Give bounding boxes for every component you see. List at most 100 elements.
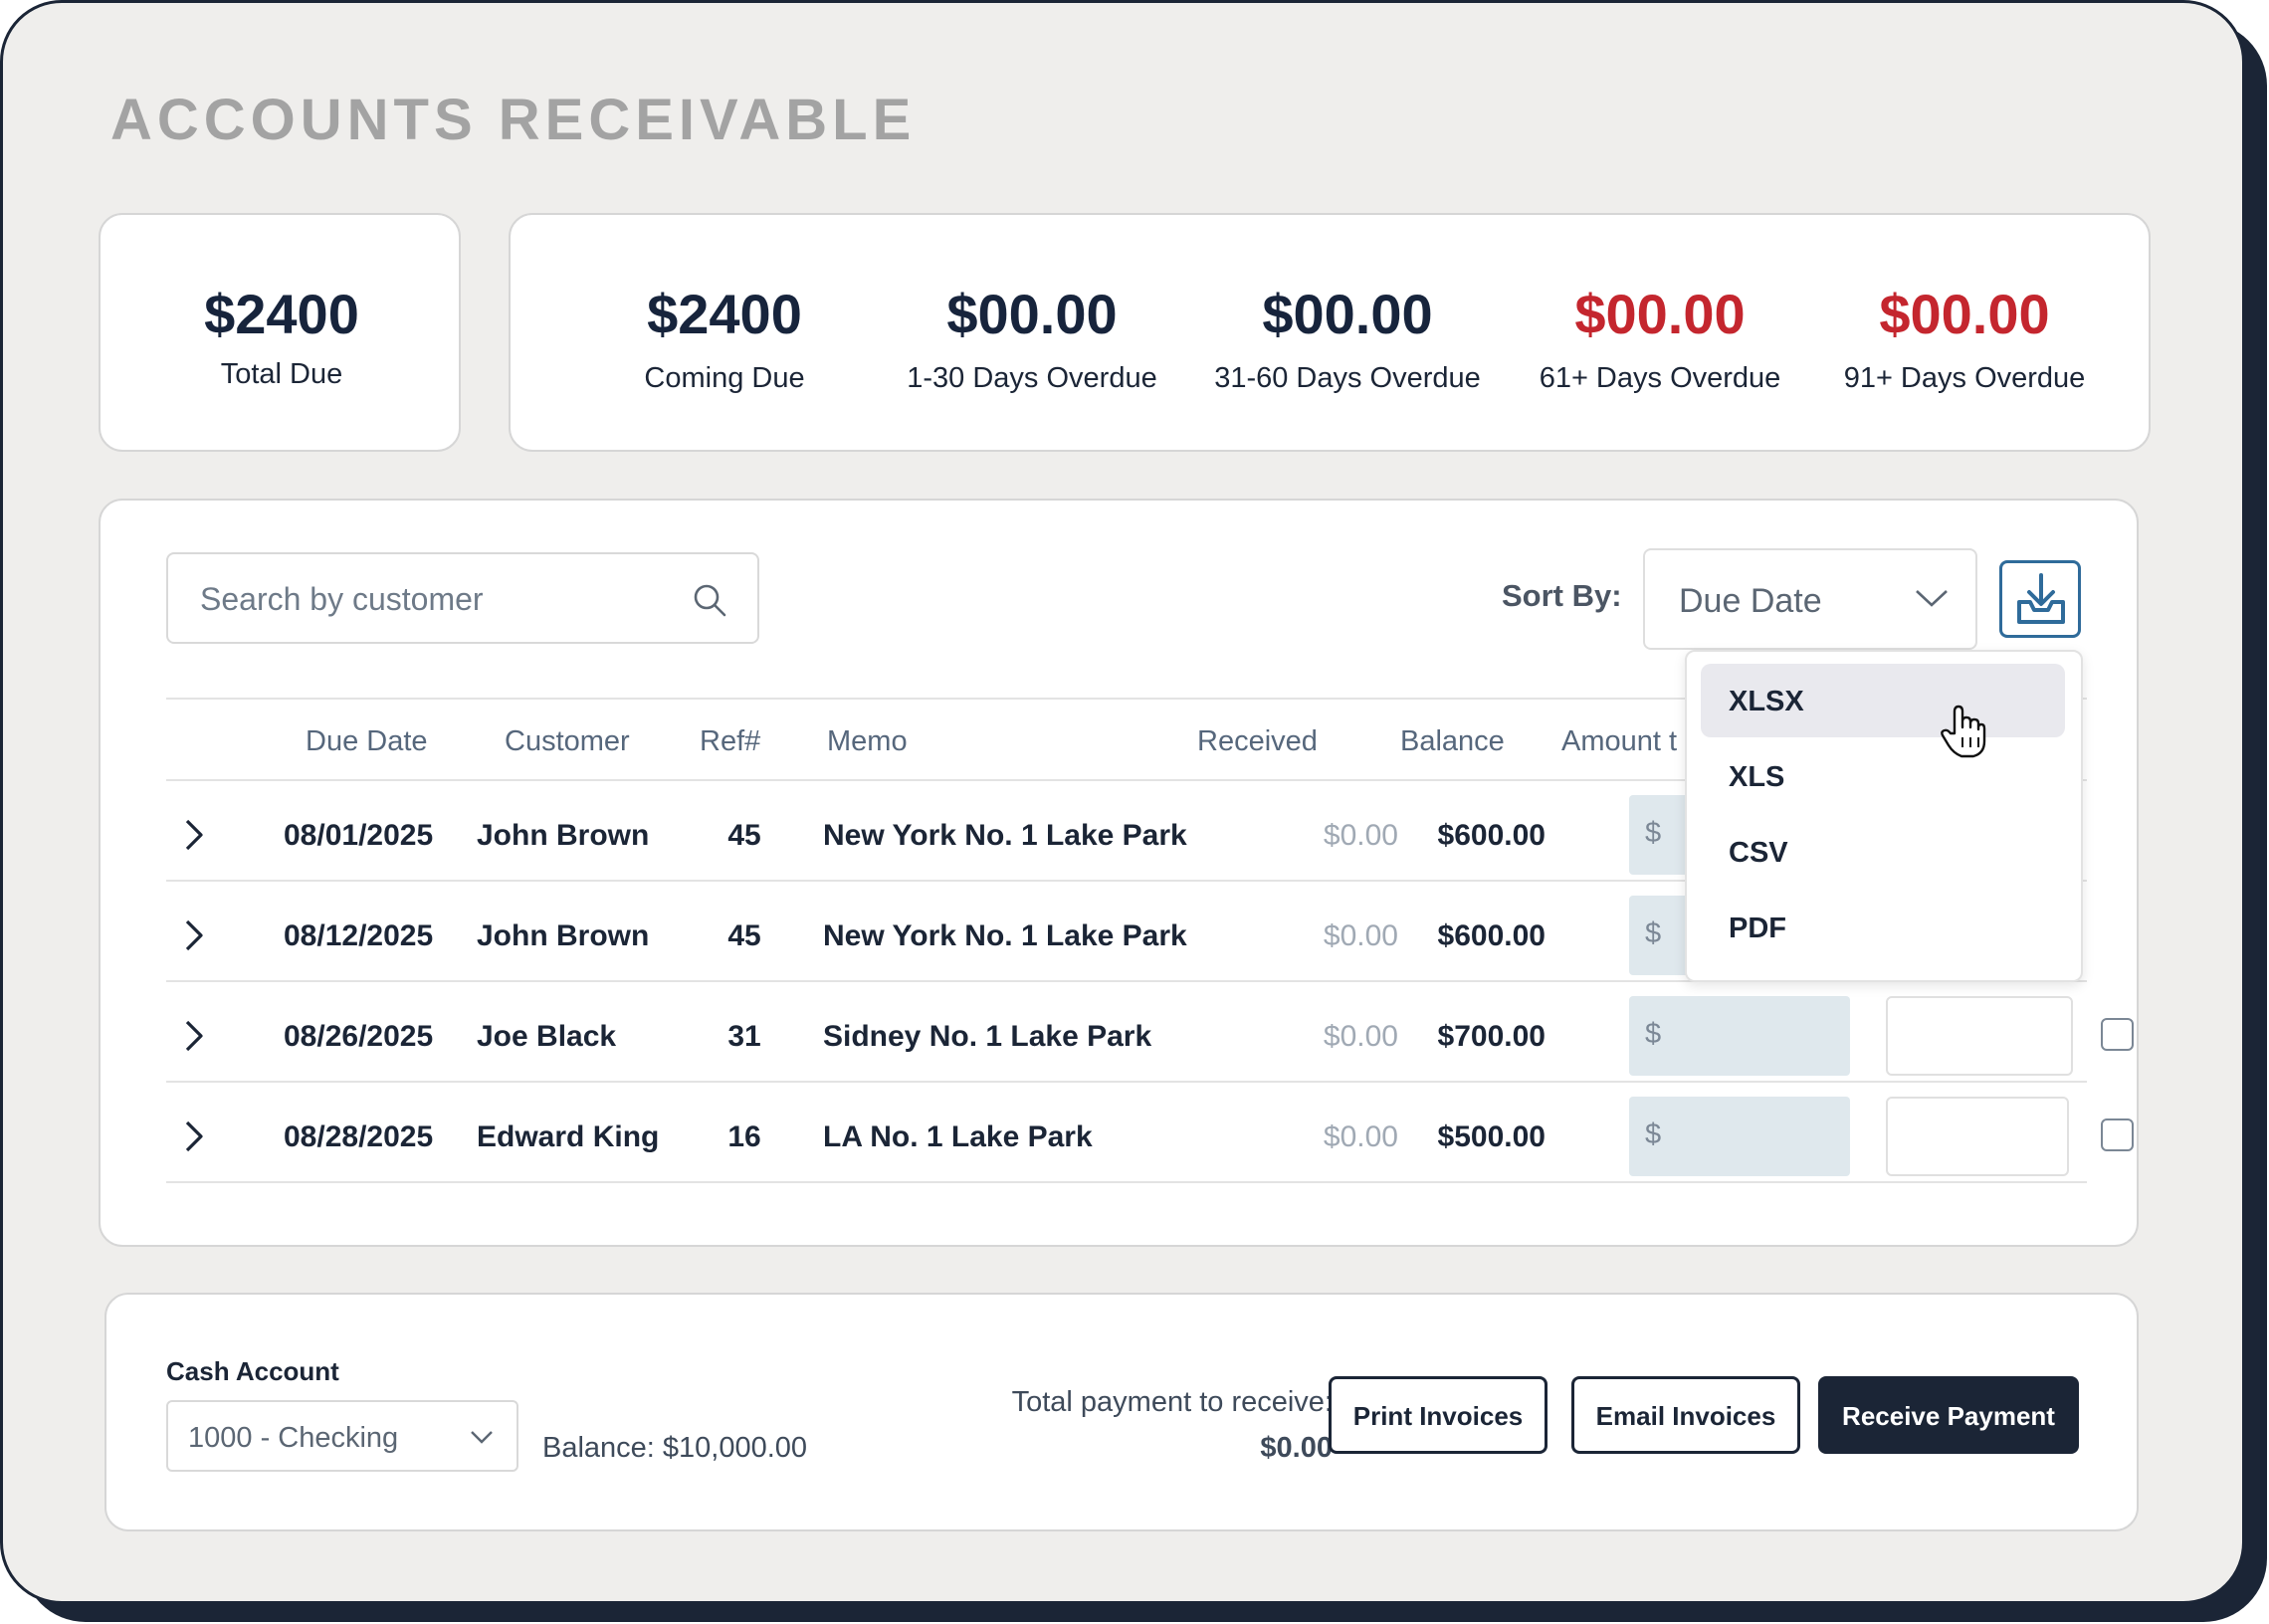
column-header-received[interactable]: Received	[1197, 725, 1318, 757]
column-header-customer[interactable]: Customer	[505, 725, 630, 757]
print-invoices-button[interactable]: Print Invoices	[1329, 1376, 1547, 1454]
menu-item-label: PDF	[1729, 913, 1786, 944]
ref-cell: 45	[727, 819, 761, 852]
chevron-down-icon	[471, 1431, 493, 1444]
menu-item-label: CSV	[1729, 837, 1788, 869]
cash-account-label: Cash Account	[166, 1356, 339, 1386]
total-due-value: $2400	[204, 283, 359, 345]
cash-account-select[interactable]: 1000 - Checking	[166, 1400, 518, 1472]
currency-symbol: $	[1645, 817, 1662, 849]
note-input[interactable]	[1886, 1097, 2069, 1176]
customer-cell: John Brown	[477, 819, 650, 852]
total-payment-value: $0.00	[1260, 1432, 1333, 1464]
menu-item-xls[interactable]: XLS	[1701, 739, 2065, 813]
received-cell: $0.00	[1323, 1120, 1398, 1153]
table-row: 08/26/2025 Joe Black 31 Sidney No. 1 Lak…	[166, 982, 2134, 1083]
total-due-label: Total Due	[220, 358, 343, 390]
customer-cell: Joe Black	[477, 1020, 617, 1053]
balance-cell: $500.00	[1437, 1120, 1546, 1153]
overdue-31-60-label: 31-60 Days Overdue	[1214, 362, 1481, 394]
overdue-31-60-value: $00.00	[1262, 283, 1433, 345]
received-cell: $0.00	[1323, 1020, 1398, 1053]
overdue-1-30-label: 1-30 Days Overdue	[907, 362, 1157, 394]
balance-cell: $600.00	[1437, 819, 1546, 852]
payment-footer-card: Cash Account 1000 - Checking Balance: $1…	[104, 1293, 2139, 1531]
note-input[interactable]	[1886, 996, 2073, 1076]
memo-cell: New York No. 1 Lake Park	[823, 919, 1187, 952]
overdue-31-60-stat: $00.00 31-60 Days Overdue	[1175, 287, 1520, 395]
search-icon[interactable]	[692, 582, 727, 618]
total-due-stat: $2400 Total Due	[101, 287, 463, 391]
cash-account-balance: Balance: $10,000.00	[542, 1432, 808, 1464]
customer-cell: John Brown	[477, 919, 650, 952]
due-date-cell: 08/12/2025	[284, 919, 434, 952]
received-cell: $0.00	[1323, 819, 1398, 852]
page-title: ACCOUNTS RECEIVABLE	[110, 88, 917, 152]
total-payment-label: Total payment to receive:	[1011, 1386, 1333, 1418]
chevron-right-icon[interactable]	[182, 1018, 206, 1054]
menu-item-pdf[interactable]: PDF	[1701, 891, 2065, 964]
menu-item-label: XLS	[1729, 761, 1785, 793]
row-checkbox[interactable]	[2101, 1018, 2134, 1051]
table-row: 08/28/2025 Edward King 16 LA No. 1 Lake …	[166, 1083, 2134, 1183]
ref-cell: 45	[727, 919, 761, 952]
memo-cell: New York No. 1 Lake Park	[823, 819, 1187, 852]
column-header-due-date[interactable]: Due Date	[306, 725, 428, 757]
overdue-61-stat: $00.00 61+ Days Overdue	[1516, 287, 1804, 395]
customer-cell: Edward King	[477, 1120, 660, 1153]
received-cell: $0.00	[1323, 919, 1398, 952]
overdue-91-value: $00.00	[1879, 283, 2050, 345]
overdue-1-30-stat: $00.00 1-30 Days Overdue	[863, 287, 1201, 395]
column-header-memo[interactable]: Memo	[827, 725, 908, 757]
column-header-amount[interactable]: Amount t	[1561, 725, 1678, 757]
receive-payment-button[interactable]: Receive Payment	[1818, 1376, 2079, 1454]
chevron-right-icon[interactable]	[182, 1118, 206, 1154]
export-format-menu: XLSX XLS CSV PDF	[1685, 650, 2083, 982]
ref-cell: 16	[727, 1120, 761, 1153]
cash-account-value: 1000 - Checking	[188, 1422, 399, 1454]
table-header-divider	[166, 779, 2087, 781]
sort-by-value: Due Date	[1679, 582, 1822, 620]
due-date-cell: 08/28/2025	[284, 1120, 434, 1153]
column-header-balance[interactable]: Balance	[1400, 725, 1505, 757]
coming-due-stat: $2400 Coming Due	[592, 287, 857, 395]
email-invoices-button[interactable]: Email Invoices	[1571, 1376, 1800, 1454]
memo-cell: LA No. 1 Lake Park	[823, 1120, 1093, 1153]
overdue-61-label: 61+ Days Overdue	[1539, 362, 1781, 394]
download-button[interactable]	[1999, 560, 2081, 638]
total-due-card: $2400 Total Due	[99, 213, 461, 452]
sort-by-select[interactable]: Due Date	[1643, 548, 1977, 650]
overdue-61-value: $00.00	[1574, 283, 1746, 345]
amount-input[interactable]: $	[1629, 996, 1850, 1076]
menu-item-label: XLSX	[1729, 686, 1804, 717]
currency-symbol: $	[1645, 1018, 1662, 1050]
chevron-down-icon	[1916, 590, 1948, 607]
due-date-cell: 08/01/2025	[284, 819, 434, 852]
aging-summary-card: $2400 Coming Due $00.00 1-30 Days Overdu…	[509, 213, 2151, 452]
column-header-ref[interactable]: Ref#	[700, 725, 761, 757]
menu-item-xlsx[interactable]: XLSX	[1701, 664, 2065, 737]
ref-cell: 31	[727, 1020, 761, 1053]
row-checkbox[interactable]	[2101, 1118, 2134, 1151]
coming-due-value: $2400	[647, 283, 802, 345]
overdue-91-stat: $00.00 91+ Days Overdue	[1820, 287, 2109, 395]
download-icon	[2017, 573, 2065, 624]
memo-cell: Sidney No. 1 Lake Park	[823, 1020, 1152, 1053]
balance-cell: $700.00	[1437, 1020, 1546, 1053]
overdue-1-30-value: $00.00	[946, 283, 1118, 345]
currency-symbol: $	[1645, 1118, 1662, 1150]
overdue-91-label: 91+ Days Overdue	[1843, 362, 2086, 394]
chevron-right-icon[interactable]	[182, 917, 206, 953]
sort-by-label: Sort By:	[1502, 578, 1622, 613]
due-date-cell: 08/26/2025	[284, 1020, 434, 1053]
app-window: ACCOUNTS RECEIVABLE $2400 Total Due $240…	[0, 0, 2245, 1604]
menu-item-csv[interactable]: CSV	[1701, 815, 2065, 889]
hand-cursor-icon	[1941, 705, 1986, 758]
search-placeholder: Search by customer	[200, 581, 484, 617]
coming-due-label: Coming Due	[644, 362, 805, 394]
search-input[interactable]: Search by customer	[166, 552, 759, 644]
chevron-right-icon[interactable]	[182, 817, 206, 853]
balance-cell: $600.00	[1437, 919, 1546, 952]
table-top-divider	[166, 698, 2087, 700]
amount-input[interactable]: $	[1629, 1097, 1850, 1176]
